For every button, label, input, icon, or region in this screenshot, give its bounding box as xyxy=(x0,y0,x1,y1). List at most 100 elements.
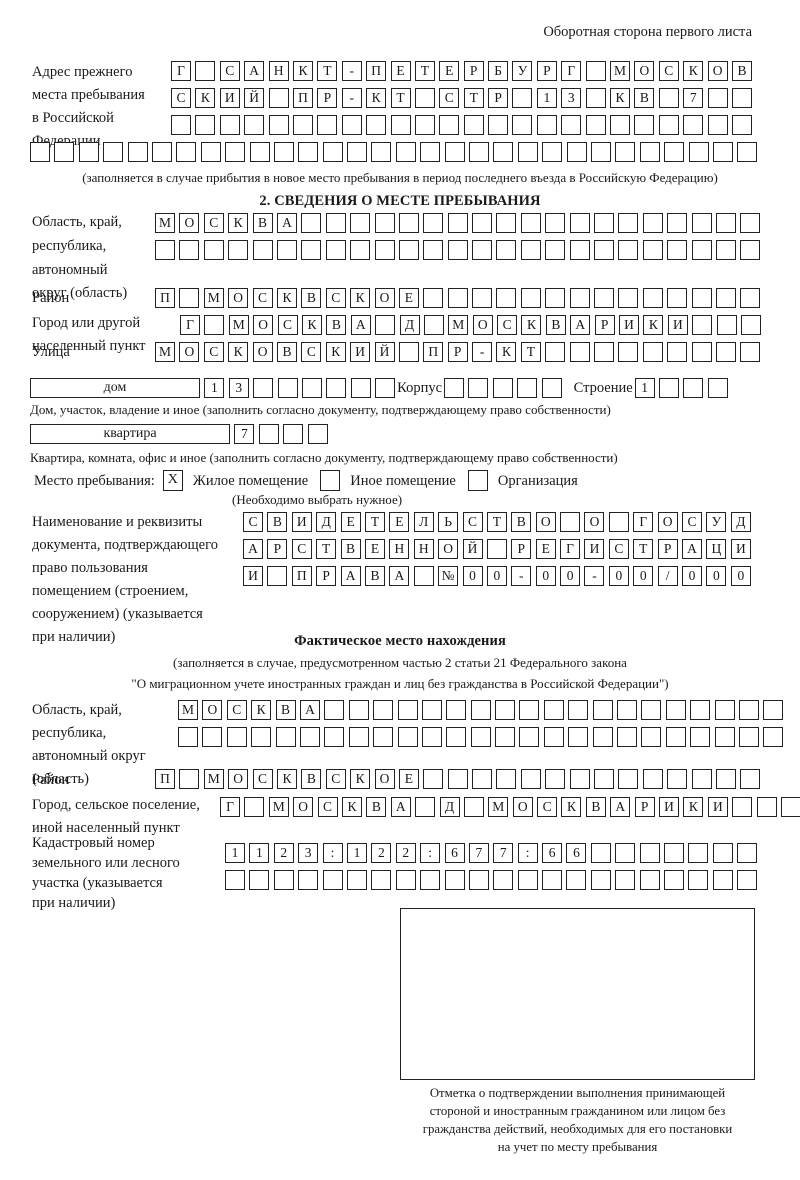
region-cell[interactable] xyxy=(423,240,444,260)
street-cell[interactable] xyxy=(398,342,419,362)
cadastral-cell[interactable]: : xyxy=(517,843,538,863)
city-cell[interactable]: А xyxy=(350,315,371,335)
document-cell[interactable]: А xyxy=(243,539,263,559)
prev-address-cell[interactable] xyxy=(737,142,758,162)
actual-city-cell[interactable] xyxy=(463,797,484,817)
cadastral-cell[interactable] xyxy=(493,870,514,890)
document-cell[interactable]: Е xyxy=(535,539,556,559)
region-cell[interactable] xyxy=(569,240,590,260)
document-cell[interactable]: Ц xyxy=(706,539,727,559)
prev-address-cell[interactable] xyxy=(731,88,752,108)
prev-address-cell[interactable] xyxy=(244,115,265,135)
street-cell[interactable]: К xyxy=(496,342,517,362)
actual-region-cell[interactable] xyxy=(348,700,369,720)
prev-address-cell[interactable] xyxy=(536,115,557,135)
actual-district-cell[interactable]: П xyxy=(155,769,175,789)
document-cell[interactable]: О xyxy=(584,512,605,532)
prev-address-cell[interactable] xyxy=(664,142,685,162)
document-cell[interactable]: И xyxy=(730,539,751,559)
document-cell[interactable]: О xyxy=(657,512,678,532)
document-cell[interactable]: А xyxy=(682,539,703,559)
city-cell[interactable] xyxy=(692,315,713,335)
prev-address-cell[interactable] xyxy=(151,142,172,162)
document-cell[interactable] xyxy=(413,566,434,586)
document-cell[interactable] xyxy=(560,512,581,532)
prev-address-cell[interactable]: Т xyxy=(414,61,435,81)
house-cell[interactable]: 3 xyxy=(228,378,249,398)
document-cell[interactable]: И xyxy=(291,512,312,532)
prev-address-cell[interactable] xyxy=(273,142,294,162)
region-cell[interactable]: М xyxy=(155,213,175,233)
district-cell[interactable] xyxy=(545,288,566,308)
house-cell[interactable] xyxy=(326,378,347,398)
document-cell[interactable]: И xyxy=(584,539,605,559)
cadastral-cell[interactable] xyxy=(346,870,367,890)
actual-region-cell[interactable] xyxy=(275,727,296,747)
prev-address-cell[interactable] xyxy=(688,142,709,162)
actual-district-cell[interactable] xyxy=(715,769,736,789)
actual-region-cell[interactable] xyxy=(519,727,540,747)
actual-region-cell[interactable] xyxy=(543,700,564,720)
prev-address-cell[interactable]: О xyxy=(634,61,655,81)
actual-region-cell[interactable] xyxy=(446,727,467,747)
house-cell[interactable] xyxy=(301,378,322,398)
city-cell[interactable]: К xyxy=(643,315,664,335)
korpus-row[interactable] xyxy=(444,378,562,398)
district-cell[interactable] xyxy=(423,288,444,308)
prev-address-cell[interactable] xyxy=(414,115,435,135)
region-cell[interactable]: О xyxy=(179,213,200,233)
actual-city-cell[interactable]: С xyxy=(537,797,558,817)
city-cell[interactable]: Д xyxy=(399,315,420,335)
prev-address-cell[interactable] xyxy=(707,88,728,108)
cadastral-cell[interactable] xyxy=(322,870,343,890)
region-cell[interactable] xyxy=(594,213,615,233)
district-cell[interactable] xyxy=(472,288,493,308)
district-cell[interactable] xyxy=(520,288,541,308)
actual-region-cell[interactable] xyxy=(617,700,638,720)
region-cell[interactable] xyxy=(715,213,736,233)
region-cell[interactable] xyxy=(520,240,541,260)
city-cell[interactable]: И xyxy=(667,315,688,335)
korpus-cell[interactable] xyxy=(517,378,538,398)
actual-city-cell[interactable]: К xyxy=(341,797,362,817)
document-cell[interactable]: С xyxy=(291,539,312,559)
street-cell[interactable]: П xyxy=(423,342,444,362)
document-cell[interactable]: № xyxy=(438,566,459,586)
city-cell[interactable] xyxy=(423,315,444,335)
prev-address-cell[interactable]: Й xyxy=(244,88,265,108)
korpus-cell[interactable] xyxy=(492,378,513,398)
region-cell[interactable] xyxy=(642,213,663,233)
prev-address-cell[interactable]: Р xyxy=(488,88,509,108)
cadastral-cell[interactable] xyxy=(664,843,685,863)
region-cell[interactable] xyxy=(301,213,322,233)
region-cell[interactable] xyxy=(350,213,371,233)
region-cell[interactable] xyxy=(325,240,346,260)
prev-address-cell[interactable] xyxy=(712,142,733,162)
city-cell[interactable] xyxy=(716,315,737,335)
document-cell[interactable]: Г xyxy=(560,539,581,559)
prev-address-cell[interactable] xyxy=(78,142,99,162)
region-cell[interactable] xyxy=(374,213,395,233)
document-cell[interactable]: В xyxy=(364,566,385,586)
document-cell[interactable]: Р xyxy=(511,539,532,559)
district-cell[interactable] xyxy=(496,288,517,308)
region-cell[interactable] xyxy=(447,240,468,260)
actual-region-cell[interactable]: С xyxy=(226,700,247,720)
prev-address-cell[interactable]: К xyxy=(610,88,631,108)
cadastral-cell[interactable]: 1 xyxy=(225,843,245,863)
region-cell[interactable] xyxy=(276,240,297,260)
prev-address-cell[interactable] xyxy=(298,142,319,162)
cadastral-cell[interactable]: : xyxy=(322,843,343,863)
cadastral-cell[interactable] xyxy=(517,870,538,890)
region-cell[interactable] xyxy=(472,213,493,233)
prev-address-cell[interactable] xyxy=(195,61,216,81)
actual-region-cell[interactable] xyxy=(495,700,516,720)
prev-address-cell[interactable] xyxy=(707,115,728,135)
prev-address-cell[interactable] xyxy=(200,142,221,162)
actual-district-cell[interactable]: О xyxy=(374,769,395,789)
prev-address-cell[interactable]: П xyxy=(366,61,387,81)
city-cell[interactable]: В xyxy=(545,315,566,335)
region-cell[interactable] xyxy=(179,240,200,260)
